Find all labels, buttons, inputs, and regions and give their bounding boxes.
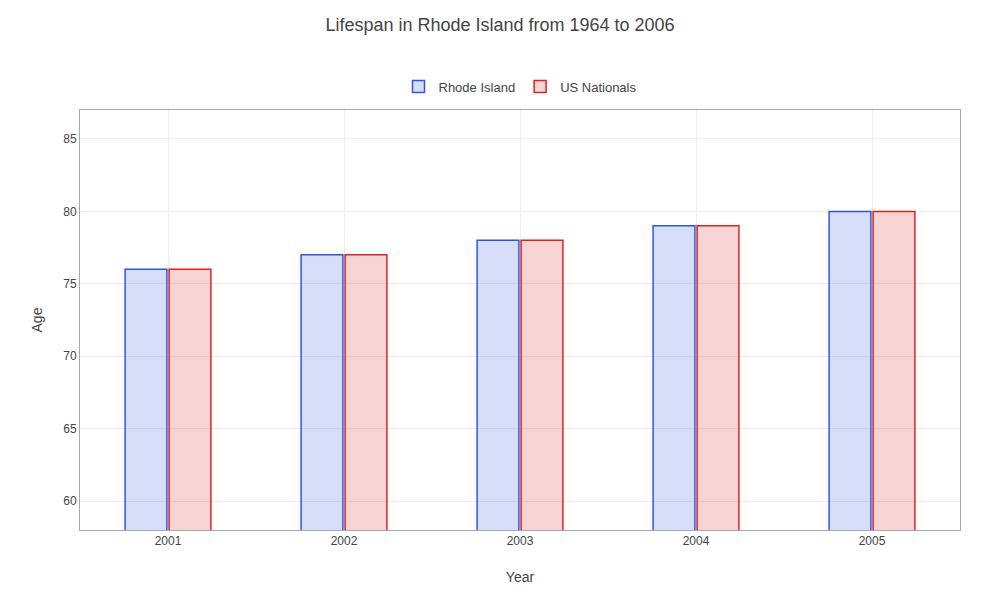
svg-text:85: 85 — [63, 132, 77, 146]
svg-text:Rhode Island: Rhode Island — [439, 80, 516, 95]
svg-text:Lifespan in Rhode Island from: Lifespan in Rhode Island from 1964 to 20… — [325, 15, 674, 35]
svg-text:60: 60 — [63, 494, 77, 508]
svg-text:2004: 2004 — [683, 534, 710, 548]
svg-text:2001: 2001 — [155, 534, 182, 548]
svg-text:80: 80 — [63, 205, 77, 219]
svg-text:Year: Year — [506, 569, 535, 585]
svg-text:65: 65 — [63, 422, 77, 436]
svg-text:75: 75 — [63, 277, 77, 291]
svg-text:2002: 2002 — [331, 534, 358, 548]
svg-text:US Nationals: US Nationals — [560, 80, 636, 95]
svg-text:Age: Age — [29, 307, 45, 332]
svg-text:2003: 2003 — [507, 534, 534, 548]
svg-text:2005: 2005 — [859, 534, 886, 548]
svg-text:70: 70 — [63, 349, 77, 363]
